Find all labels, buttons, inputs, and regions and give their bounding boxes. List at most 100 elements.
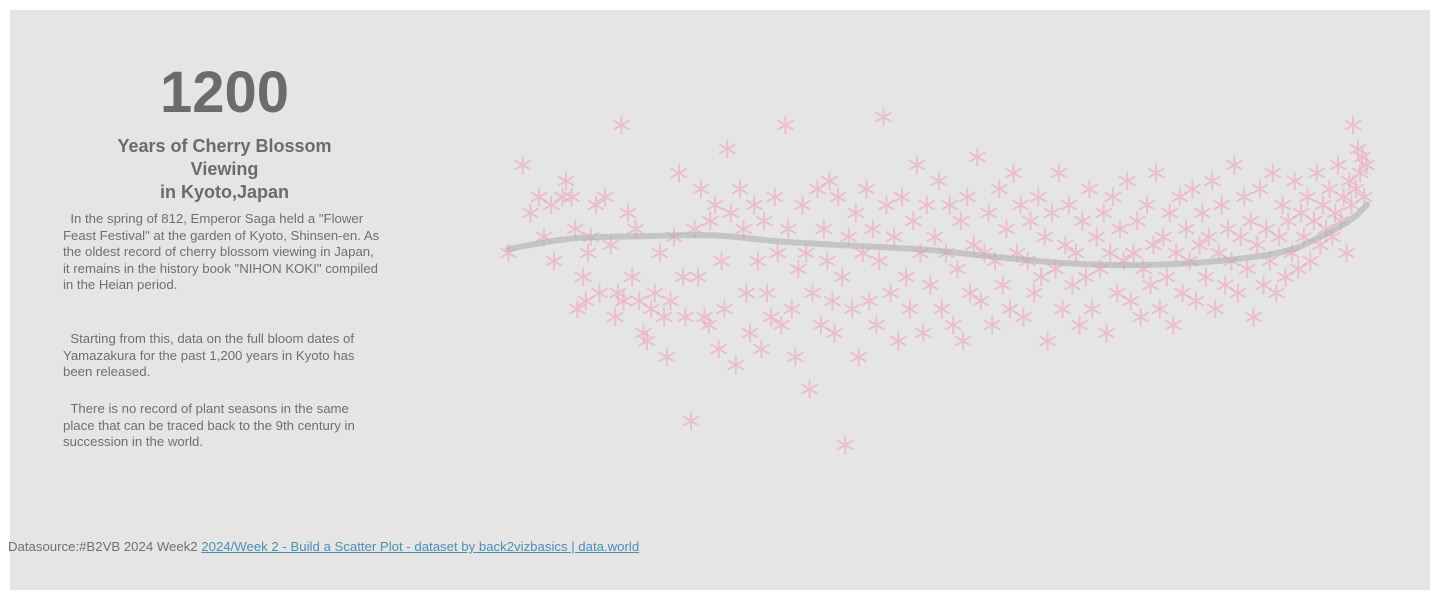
data-point bbox=[949, 259, 966, 279]
data-point bbox=[783, 299, 801, 319]
data-point bbox=[1216, 275, 1234, 295]
data-point bbox=[875, 107, 892, 127]
data-point bbox=[1286, 171, 1304, 191]
data-point bbox=[772, 315, 790, 335]
data-point bbox=[738, 283, 755, 303]
data-point bbox=[1329, 155, 1347, 175]
data-point bbox=[1174, 283, 1191, 303]
data-point bbox=[591, 283, 608, 303]
data-point bbox=[638, 331, 656, 351]
data-point bbox=[1344, 115, 1362, 135]
data-point bbox=[545, 251, 563, 271]
record-paragraph: There is no record of plant seasons in t… bbox=[63, 401, 355, 450]
data-point bbox=[741, 323, 759, 343]
datasource-link[interactable]: 2024/Week 2 - Build a Scatter Plot - dat… bbox=[201, 539, 640, 554]
data-point bbox=[587, 195, 605, 215]
data-point bbox=[514, 155, 532, 175]
data-point bbox=[815, 219, 833, 239]
data-point bbox=[1248, 235, 1266, 255]
data-point bbox=[731, 179, 749, 199]
datasource-footer: Datasource:#B2VB 2024 Week2 2024/Week 2 … bbox=[8, 539, 639, 554]
data-point bbox=[882, 283, 899, 303]
data-point bbox=[745, 195, 763, 215]
data-point bbox=[812, 315, 830, 335]
data-point bbox=[1005, 163, 1022, 183]
data-point bbox=[749, 251, 767, 271]
data-point bbox=[682, 411, 700, 431]
data-point bbox=[1145, 235, 1162, 255]
data-point bbox=[1064, 275, 1081, 295]
data-point bbox=[689, 267, 707, 287]
data-point bbox=[944, 315, 962, 335]
datasource-label: Datasource:#B2VB 2024 Week2 bbox=[8, 539, 202, 554]
data-point bbox=[718, 139, 736, 159]
data-point bbox=[1184, 179, 1201, 199]
data-point bbox=[1177, 219, 1195, 239]
data-point bbox=[777, 115, 794, 135]
data-point bbox=[1012, 195, 1029, 215]
data-point bbox=[1305, 211, 1323, 231]
data-point bbox=[596, 187, 614, 207]
data-point bbox=[1132, 307, 1149, 327]
data-point bbox=[990, 179, 1008, 199]
data-point bbox=[735, 219, 752, 239]
data-point bbox=[1142, 275, 1159, 295]
data-point bbox=[1194, 203, 1211, 223]
data-point bbox=[797, 243, 815, 263]
data-point bbox=[1050, 163, 1068, 183]
data-point bbox=[655, 307, 673, 327]
data-point bbox=[1292, 203, 1310, 223]
data-point bbox=[569, 299, 586, 319]
data-point bbox=[1213, 195, 1230, 215]
data-point bbox=[1351, 163, 1369, 183]
data-point bbox=[905, 211, 922, 231]
data-point bbox=[522, 203, 539, 223]
data-point bbox=[1191, 235, 1208, 255]
data-point bbox=[566, 219, 584, 239]
data-point bbox=[1074, 211, 1091, 231]
data-point bbox=[933, 299, 951, 319]
data-point bbox=[1083, 299, 1101, 319]
data-point bbox=[753, 339, 770, 359]
data-point bbox=[1088, 227, 1105, 247]
data-point bbox=[1232, 227, 1250, 247]
data-point bbox=[722, 203, 740, 223]
data-point bbox=[1242, 211, 1259, 231]
data-point bbox=[836, 435, 854, 455]
data-point bbox=[824, 291, 841, 311]
intro-paragraph: In the spring of 812, Emperor Saga held … bbox=[63, 211, 380, 293]
data-point bbox=[1289, 259, 1307, 279]
data-point bbox=[965, 235, 983, 255]
data-point bbox=[926, 227, 943, 247]
data-point bbox=[941, 195, 958, 215]
data-point bbox=[847, 203, 865, 223]
data-point bbox=[1158, 267, 1176, 287]
data-point bbox=[766, 187, 784, 207]
data-point bbox=[1206, 299, 1224, 319]
data-point bbox=[706, 195, 724, 215]
data-point bbox=[613, 115, 630, 135]
data-point bbox=[1101, 243, 1119, 263]
data-point bbox=[878, 195, 895, 215]
data-point bbox=[574, 267, 592, 287]
data-point bbox=[1043, 203, 1061, 223]
data-point bbox=[1264, 163, 1282, 183]
data-point bbox=[1030, 187, 1047, 207]
data-point bbox=[762, 307, 780, 327]
data-point bbox=[1341, 171, 1358, 191]
data-point bbox=[713, 251, 730, 271]
data-point bbox=[860, 291, 878, 311]
data-point bbox=[1308, 163, 1326, 183]
data-point bbox=[701, 211, 719, 231]
data-point bbox=[864, 219, 882, 239]
data-point bbox=[677, 307, 694, 327]
data-point bbox=[1067, 243, 1085, 263]
data-point bbox=[1314, 195, 1332, 215]
data-point bbox=[787, 347, 804, 367]
data-point bbox=[1204, 171, 1221, 191]
data-point bbox=[961, 283, 979, 303]
data-point bbox=[1128, 211, 1146, 231]
data-point bbox=[834, 267, 851, 287]
data-point bbox=[557, 171, 575, 191]
data-point bbox=[1095, 203, 1112, 223]
